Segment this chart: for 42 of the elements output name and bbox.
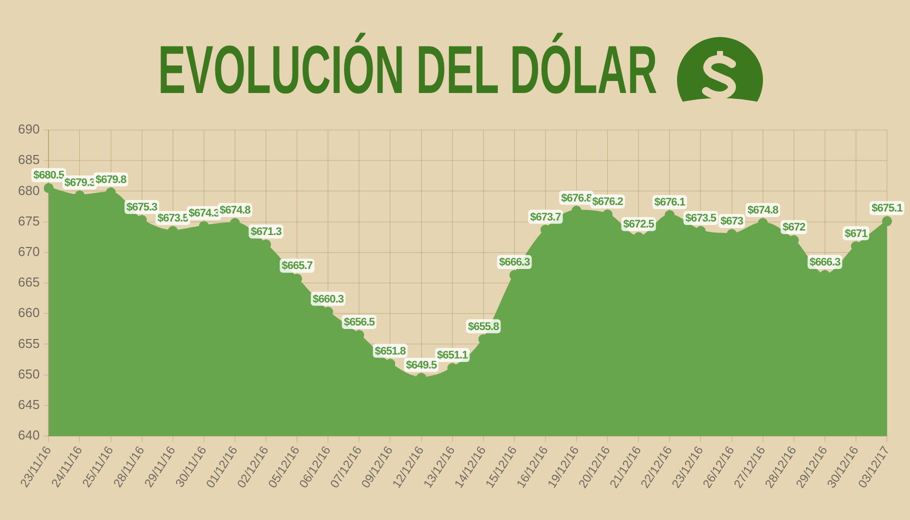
data-label: $673.5: [158, 212, 189, 225]
data-label: $666.3: [499, 256, 530, 269]
y-tick-label: 665: [18, 274, 40, 290]
data-label: $666.3: [810, 256, 841, 269]
y-tick-label: 670: [18, 244, 40, 259]
y-tick-label: 655: [18, 336, 40, 351]
data-label: $674.8: [747, 204, 779, 217]
data-label: $679.8: [95, 174, 126, 186]
data-label: $655.8: [468, 320, 500, 333]
data-label: $672.5: [623, 218, 654, 231]
y-tick-label: 680: [18, 182, 40, 198]
y-tick-label: 690: [18, 122, 40, 137]
data-label: $675.1: [872, 202, 903, 215]
y-tick-label: 685: [18, 152, 40, 168]
data-label: $679.3: [64, 177, 96, 190]
data-label: $649.5: [406, 359, 437, 372]
y-tick-label: 660: [18, 305, 40, 320]
data-label: $671: [844, 228, 868, 240]
data-label: $656.5: [344, 316, 375, 329]
data-label: $651.8: [374, 345, 406, 358]
data-label: $674.3: [188, 208, 220, 220]
data-label: $674.8: [220, 204, 251, 217]
data-label: $675.3: [126, 201, 158, 214]
data-label: $665.7: [282, 260, 313, 272]
y-tick-label: 645: [18, 396, 40, 412]
data-label: $676.1: [654, 196, 686, 209]
data-label: $651.1: [436, 350, 468, 362]
data-label: $676.2: [592, 196, 624, 208]
chart-title: EVOLUCIÓN DEL DÓLAR: [158, 32, 658, 108]
y-tick-label: 650: [18, 366, 40, 382]
data-label: $673.7: [530, 211, 562, 224]
data-label: $673.5: [685, 212, 716, 225]
data-label: $671.3: [250, 226, 282, 238]
point: [882, 216, 892, 226]
y-tick-label: 675: [18, 213, 40, 228]
data-label: $660.3: [312, 293, 344, 306]
data-label: $672: [782, 222, 806, 234]
data-label: $676.8: [561, 192, 592, 204]
data-label: $673: [720, 216, 744, 228]
data-label: $680.5: [33, 170, 64, 182]
point: [44, 183, 54, 194]
y-tick-label: 640: [18, 428, 40, 443]
